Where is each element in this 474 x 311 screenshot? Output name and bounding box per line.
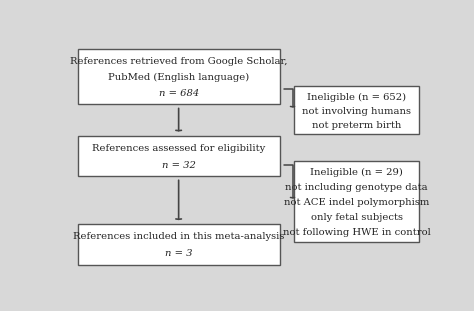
FancyBboxPatch shape (78, 224, 280, 265)
Text: n = 684: n = 684 (158, 89, 199, 98)
Text: PubMed (English language): PubMed (English language) (108, 73, 249, 82)
Text: only fetal subjects: only fetal subjects (311, 213, 403, 222)
Text: References retrieved from Google Scholar,: References retrieved from Google Scholar… (70, 57, 287, 66)
Text: not preterm birth: not preterm birth (312, 121, 401, 130)
Text: References included in this meta-analysis: References included in this meta-analysi… (73, 232, 284, 241)
Text: not including genotype data: not including genotype data (285, 183, 428, 192)
FancyBboxPatch shape (78, 136, 280, 176)
FancyBboxPatch shape (78, 49, 280, 104)
Text: not following HWE in control: not following HWE in control (283, 228, 431, 237)
Text: n = 3: n = 3 (165, 249, 192, 258)
Text: Ineligible (n = 29): Ineligible (n = 29) (310, 167, 403, 177)
FancyBboxPatch shape (294, 86, 419, 134)
Text: not involving humans: not involving humans (302, 107, 411, 116)
Text: Ineligible (n = 652): Ineligible (n = 652) (307, 92, 406, 101)
Text: not ACE indel polymorphism: not ACE indel polymorphism (284, 197, 429, 207)
FancyBboxPatch shape (294, 161, 419, 242)
Text: References assessed for eligibility: References assessed for eligibility (92, 144, 265, 153)
Text: n = 32: n = 32 (162, 161, 196, 170)
